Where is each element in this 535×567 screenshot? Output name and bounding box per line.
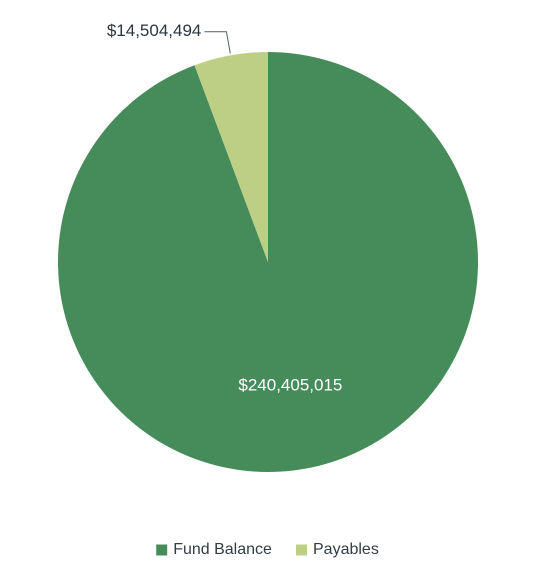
pie-data-labels: $240,405,015 $14,504,494: [107, 21, 343, 394]
pie-slice-fund-balance: [58, 52, 479, 472]
chart-legend: Fund Balance Payables: [156, 541, 379, 558]
leader-line-payables: [204, 31, 231, 54]
legend-label-fund-balance: Fund Balance: [173, 541, 272, 558]
legend-item-payables: Payables: [296, 541, 379, 558]
pie-slices: [58, 52, 479, 472]
legend-swatch-payables: [296, 544, 307, 556]
data-label-payables: $14,504,494: [107, 21, 202, 40]
legend-item-fund-balance: Fund Balance: [156, 541, 272, 558]
legend-label-payables: Payables: [313, 541, 379, 558]
data-label-fund-balance: $240,405,015: [238, 375, 342, 394]
pie-slice-payables: [194, 52, 268, 262]
legend-swatch-fund-balance: [156, 544, 168, 556]
